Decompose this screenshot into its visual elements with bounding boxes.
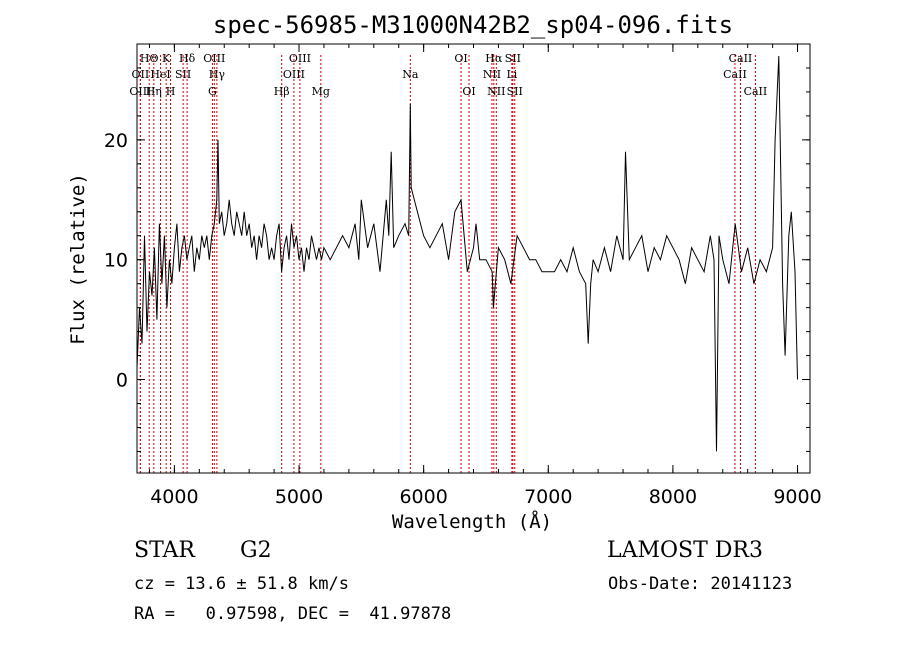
x-tick-label-2: 6000: [399, 486, 447, 508]
spectral-label-9: OIII: [203, 52, 225, 65]
spectral-label-23: NII: [487, 85, 505, 98]
survey-name: LAMOST DR3: [607, 538, 763, 563]
chart-title: spec-56985-M31000N42B2_sp04-096.fits: [213, 11, 733, 39]
y-axis-label: Flux (relative): [67, 173, 89, 345]
plot-frame: [136, 43, 811, 474]
spectral-label-3: Hη: [146, 85, 162, 98]
ra-dec: RA = 0.97598, DEC = 41.97878: [134, 604, 452, 624]
spectral-label-6: H: [166, 85, 176, 98]
x-tick-label-4: 8000: [649, 486, 697, 508]
spectral-label-18: OI: [462, 85, 475, 98]
spectral-label-26: CaII: [723, 68, 747, 81]
y-tick-label-1: 10: [104, 250, 128, 272]
x-tick-label-0: 4000: [150, 486, 198, 508]
spectral-label-24: SII: [507, 85, 523, 98]
spectral-label-20: SII: [505, 52, 521, 65]
y-axis: 0 10 20: [104, 67, 810, 452]
x-axis-label: Wavelength (Å): [392, 510, 552, 533]
object-class: G2: [240, 538, 272, 563]
spectral-label-8: Hδ: [179, 52, 196, 65]
spectral-label-7: SII: [175, 68, 191, 81]
spectral-line-markers: [139, 55, 756, 473]
spectrum-line: [136, 55, 798, 452]
x-tick-label-5: 9000: [773, 486, 821, 508]
spectral-label-13: OIII: [283, 68, 305, 81]
spectral-label-21: NII: [483, 68, 501, 81]
y-tick-label-2: 20: [104, 130, 128, 152]
x-axis: 4000 5000 6000 7000 8000 9000: [148, 44, 822, 508]
spectral-label-19: Hα: [485, 52, 503, 65]
spectral-label-14: Hβ: [274, 85, 290, 98]
spectral-label-27: CaII: [744, 85, 768, 98]
spectral-label-0: HΘ: [140, 52, 159, 65]
spectral-label-15: Mg: [312, 85, 330, 98]
redshift-cz: cz = 13.6 ± 51.8 km/s: [134, 574, 349, 594]
spectral-label-16: Na: [402, 68, 419, 81]
object-type: STAR: [134, 538, 195, 563]
observation-date: Obs-Date: 20141123: [608, 574, 793, 594]
spectral-label-5: HeI: [150, 68, 170, 81]
spectral-label-1: OII: [132, 68, 150, 81]
x-tick-label-1: 5000: [275, 486, 323, 508]
x-tick-label-3: 7000: [524, 486, 572, 508]
spectral-label-25: CaII: [729, 52, 753, 65]
spectral-label-17: OI: [454, 52, 467, 65]
spectral-label-4: K: [162, 52, 171, 65]
spectral-label-22: Li: [506, 68, 517, 81]
spectral-label-11: G: [208, 85, 217, 98]
spectral-label-10: Hγ: [209, 68, 226, 81]
spectral-label-12: OIII: [289, 52, 311, 65]
y-tick-label-0: 0: [116, 370, 128, 392]
